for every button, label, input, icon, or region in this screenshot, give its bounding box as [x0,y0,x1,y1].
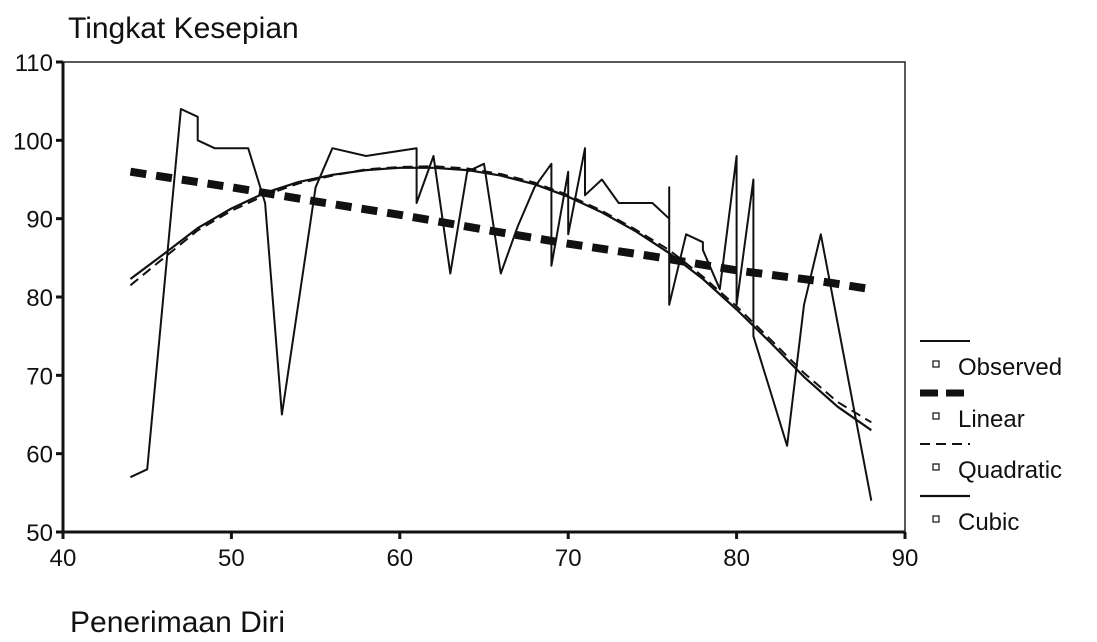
series-line-cubic [129,166,872,432]
x-tick-label: 60 [386,545,413,572]
legend-label-quadratic: Quadratic [958,457,1062,484]
legend-marker-icon [932,515,940,523]
legend-marker-icon [932,463,940,471]
x-tick-label: 70 [555,545,582,572]
legend-marker-icon [932,412,940,420]
series-line-observed [129,108,873,501]
chart-legend: Observed Linear Quadratic Cubic [920,340,1062,536]
legend-label-cubic: Cubic [958,509,1019,536]
x-axis-label: Penerimaan Diri [70,606,285,639]
y-axis-ticks: 50 60 70 80 90 100 110 [13,50,63,547]
series-group [129,108,873,501]
x-tick-label: 80 [723,545,750,572]
y-tick-label: 80 [26,285,53,312]
legend-label-observed: Observed [958,354,1062,381]
chart-title: Tingkat Kesepian [68,12,299,45]
legend-marker-icon [932,360,940,368]
x-tick-label: 50 [218,545,245,572]
y-tick-label: 110 [15,50,53,77]
y-tick-label: 100 [13,128,53,155]
x-tick-label: 40 [50,545,77,572]
x-axis-ticks: 40 50 60 70 80 90 [50,532,919,572]
x-tick-label: 90 [892,545,919,572]
plot-frame [62,61,906,533]
series-line-quadratic [129,165,872,424]
legend-label-linear: Linear [958,406,1025,433]
y-tick-label: 70 [26,363,53,390]
series-line-linear [129,167,872,294]
y-tick-label: 90 [26,207,53,234]
y-tick-label: 60 [26,442,53,469]
y-tick-label: 50 [26,520,53,547]
